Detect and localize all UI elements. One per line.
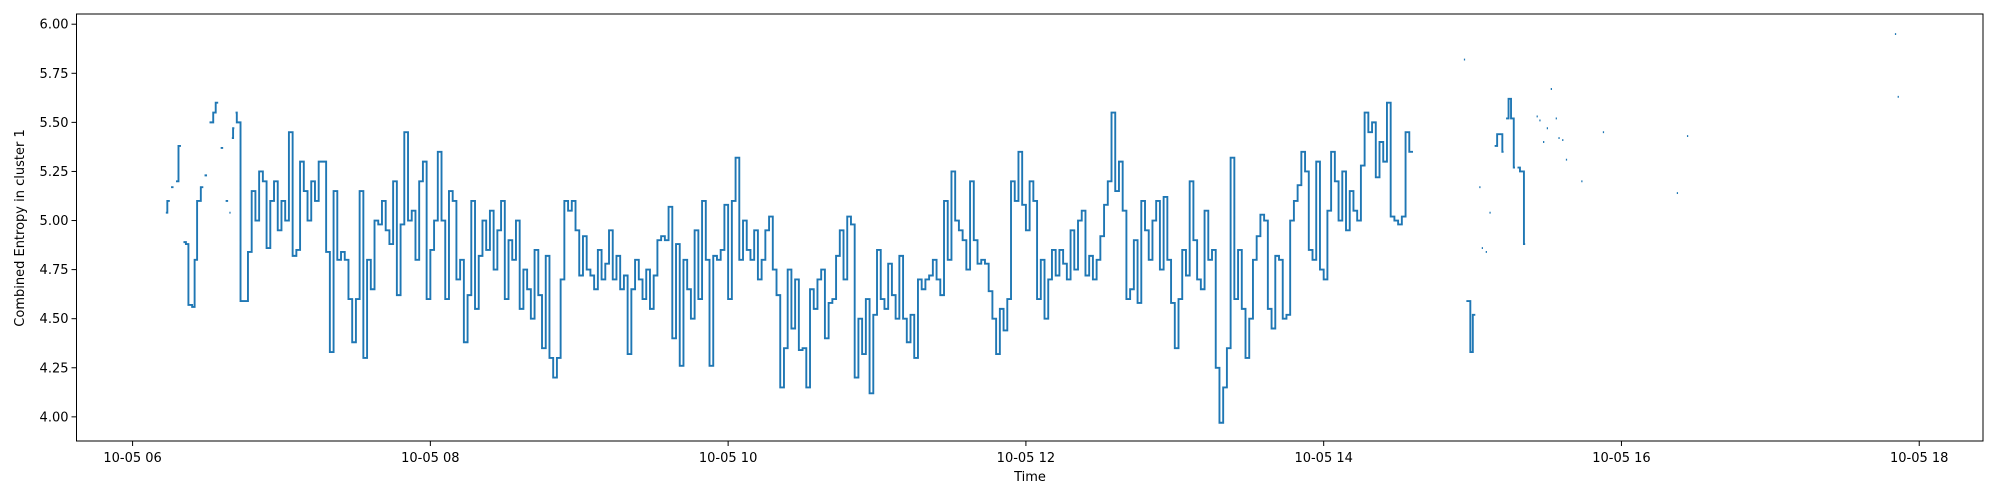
x-tick-label: 10-05 12: [997, 451, 1055, 466]
line-series: [165, 33, 1899, 424]
x-tick-label: 10-05 18: [1890, 451, 1948, 466]
y-tick-label: 6.00: [40, 18, 69, 33]
y-tick-label: 4.25: [40, 361, 69, 376]
y-tick-label: 5.25: [40, 165, 69, 180]
x-tick-label: 10-05 08: [401, 451, 459, 466]
y-tick-label: 4.50: [40, 312, 69, 327]
x-tick-label: 10-05 06: [103, 451, 161, 466]
plot-frame: [76, 13, 1984, 442]
y-tick-label: 5.75: [40, 67, 69, 82]
x-tick-label: 10-05 14: [1294, 451, 1352, 466]
y-tick-label: 5.50: [40, 116, 69, 131]
y-tick-label: 5.00: [40, 214, 69, 229]
x-tick-label: 10-05 10: [699, 451, 757, 466]
x-tick-label: 10-05 16: [1592, 451, 1650, 466]
y-axis-label: Combined Entropy in cluster 1: [13, 129, 28, 326]
x-axis-label: Time: [1013, 470, 1046, 485]
y-tick-label: 4.75: [40, 263, 69, 278]
y-tick-label: 4.00: [40, 410, 69, 425]
